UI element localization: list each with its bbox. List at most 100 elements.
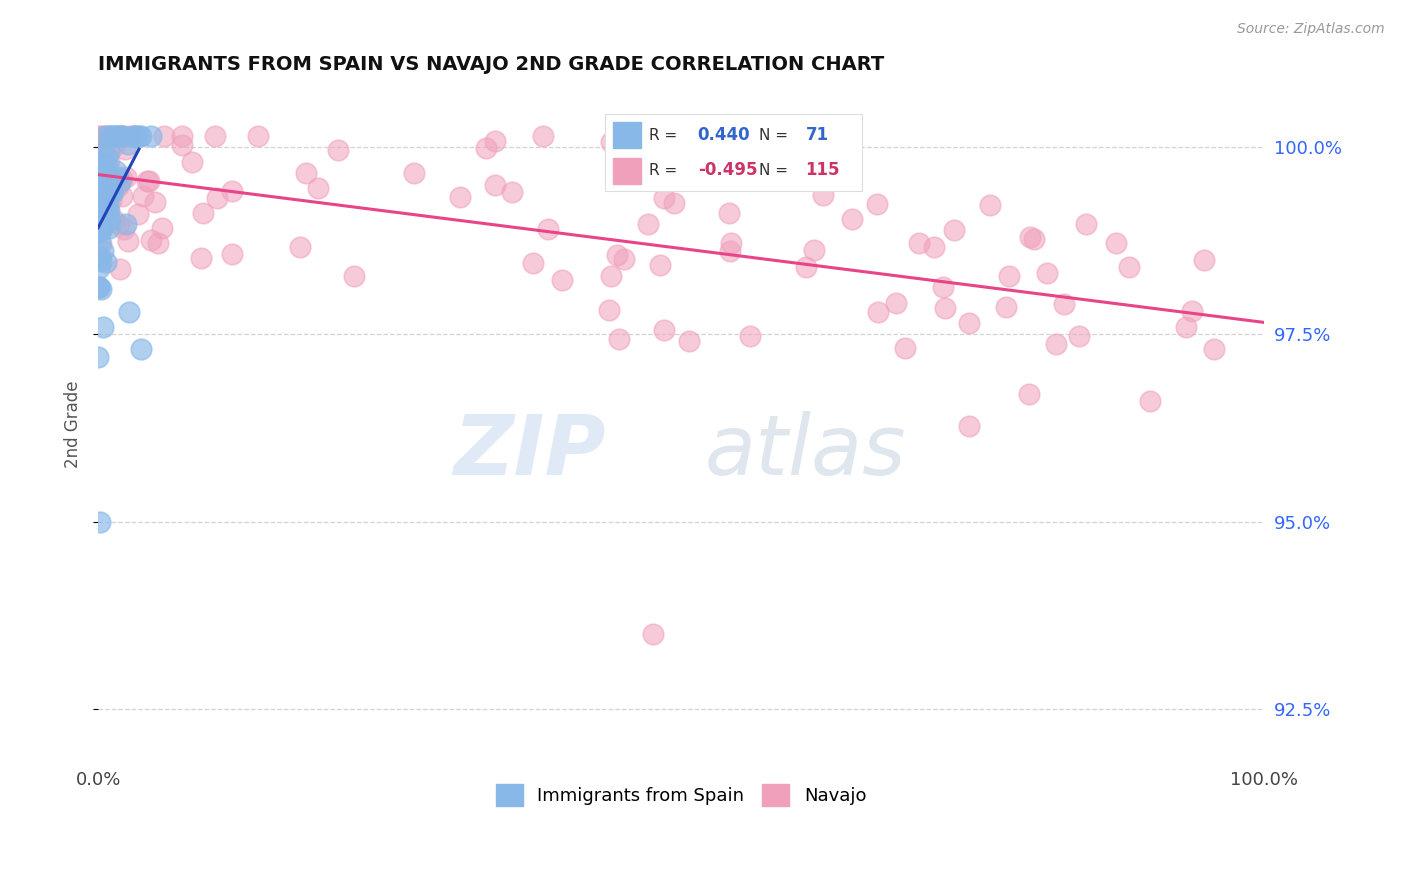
Point (117, 136, 139, 151)
Point (1036, 266, 1059, 280)
Point (98, 176, 121, 190)
Point (90, 128, 112, 143)
Point (108, 217, 131, 231)
Point (90, 219, 112, 234)
Point (598, 302, 620, 317)
Point (93, 191, 115, 205)
Point (93, 170, 115, 185)
Point (1022, 232, 1045, 246)
Text: atlas: atlas (704, 411, 905, 491)
Point (98, 213, 121, 227)
Point (91, 222, 114, 236)
Point (994, 300, 1017, 314)
Point (124, 128, 146, 143)
Point (97, 195, 120, 210)
Point (117, 234, 139, 248)
Point (794, 260, 817, 275)
Point (100, 185, 122, 199)
Point (90, 145, 112, 160)
Point (943, 223, 966, 237)
Point (98, 154, 121, 169)
Point (96, 170, 118, 185)
Point (91, 244, 114, 258)
Point (648, 258, 671, 272)
Point (98, 186, 121, 201)
Point (153, 128, 176, 143)
Point (98, 128, 121, 143)
Point (96, 190, 118, 204)
Point (125, 128, 148, 143)
Point (103, 128, 125, 143)
Point (143, 194, 166, 209)
Point (811, 188, 834, 202)
Point (128, 128, 150, 143)
Point (107, 169, 129, 184)
Point (803, 243, 825, 257)
Point (110, 128, 132, 143)
Point (221, 185, 243, 199)
Y-axis label: 2nd Grade: 2nd Grade (65, 381, 82, 468)
Point (111, 129, 134, 144)
Point (90, 211, 112, 225)
Point (1053, 296, 1076, 310)
Point (1192, 252, 1215, 267)
Point (1139, 394, 1161, 409)
Point (295, 165, 318, 179)
Point (537, 222, 560, 236)
Point (1018, 386, 1040, 401)
Point (90, 165, 112, 179)
Point (96, 186, 118, 200)
Point (112, 222, 135, 236)
Point (1181, 303, 1204, 318)
Point (111, 172, 134, 186)
Point (1174, 319, 1197, 334)
Point (135, 174, 157, 188)
Point (246, 128, 269, 143)
Point (207, 191, 229, 205)
Point (531, 128, 554, 143)
Point (1118, 260, 1140, 275)
Point (108, 175, 131, 189)
Point (91, 319, 114, 334)
Point (89, 174, 111, 188)
Point (738, 329, 761, 343)
Point (96, 150, 118, 164)
Point (87, 225, 110, 239)
Point (98, 221, 121, 235)
Point (150, 221, 173, 235)
Point (600, 135, 623, 149)
Point (343, 268, 366, 283)
Point (931, 280, 953, 294)
Point (103, 139, 125, 153)
Point (1076, 217, 1098, 231)
Point (114, 217, 136, 231)
Point (114, 142, 136, 156)
Point (87, 221, 110, 235)
Text: ZIP: ZIP (453, 411, 606, 491)
Point (138, 174, 160, 188)
Point (866, 197, 889, 211)
Point (1105, 235, 1128, 250)
Point (90, 132, 112, 146)
Point (96, 128, 118, 143)
Point (678, 334, 700, 349)
Point (89, 235, 111, 249)
Point (121, 128, 143, 143)
Point (93, 200, 115, 214)
Point (91, 186, 114, 200)
Point (87, 261, 110, 276)
Point (650, 128, 672, 143)
Point (105, 163, 128, 178)
Point (107, 128, 129, 143)
Point (98, 203, 121, 218)
Point (307, 180, 329, 194)
Point (614, 136, 637, 150)
Point (120, 128, 142, 143)
Point (89, 250, 111, 264)
Point (89, 218, 111, 232)
Point (894, 342, 917, 356)
Point (609, 332, 631, 346)
Point (139, 233, 162, 247)
Point (404, 166, 426, 180)
Point (90, 192, 112, 206)
